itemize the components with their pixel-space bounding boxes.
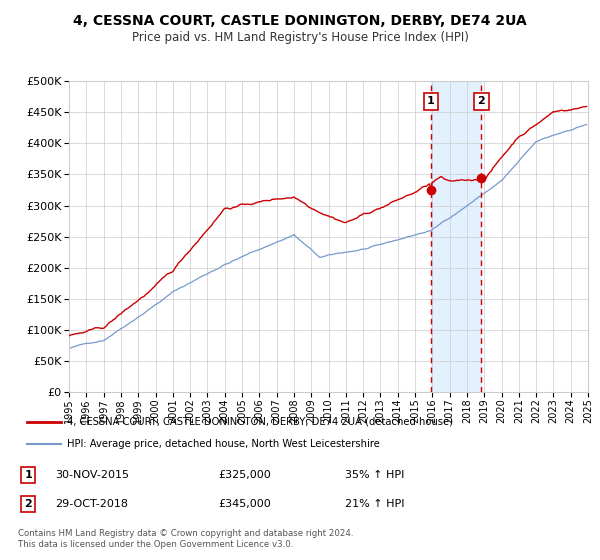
Text: 2: 2 (25, 500, 32, 509)
Text: 30-NOV-2015: 30-NOV-2015 (55, 470, 129, 480)
Bar (431, 81, 481, 392)
Text: 29-OCT-2018: 29-OCT-2018 (55, 500, 128, 509)
Text: 2: 2 (478, 96, 485, 106)
Text: 35% ↑ HPI: 35% ↑ HPI (344, 470, 404, 480)
Text: 21% ↑ HPI: 21% ↑ HPI (344, 500, 404, 509)
Text: Price paid vs. HM Land Registry's House Price Index (HPI): Price paid vs. HM Land Registry's House … (131, 31, 469, 44)
Text: £325,000: £325,000 (218, 470, 271, 480)
Text: 1: 1 (25, 470, 32, 480)
Text: 1: 1 (427, 96, 435, 106)
Text: Contains HM Land Registry data © Crown copyright and database right 2024.
This d: Contains HM Land Registry data © Crown c… (18, 529, 353, 549)
Text: 4, CESSNA COURT, CASTLE DONINGTON, DERBY, DE74 2UA: 4, CESSNA COURT, CASTLE DONINGTON, DERBY… (73, 14, 527, 28)
Text: 4, CESSNA COURT, CASTLE DONINGTON, DERBY, DE74 2UA (detached house): 4, CESSNA COURT, CASTLE DONINGTON, DERBY… (67, 417, 453, 427)
Text: HPI: Average price, detached house, North West Leicestershire: HPI: Average price, detached house, Nort… (67, 438, 380, 449)
Text: £345,000: £345,000 (218, 500, 271, 509)
